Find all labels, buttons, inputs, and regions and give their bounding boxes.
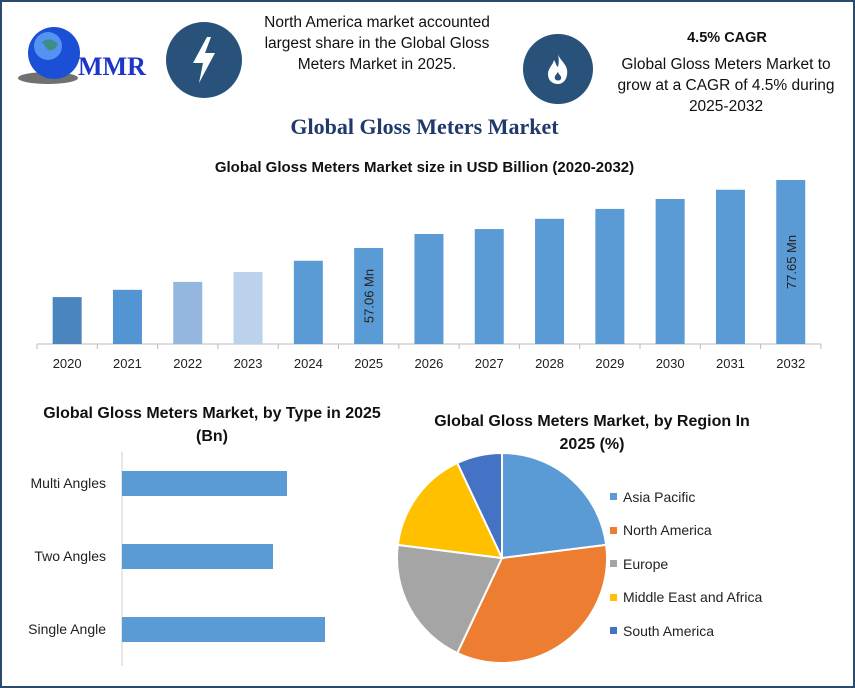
globe-logo-icon [18,27,80,84]
x-tick-label-2029: 2029 [595,356,624,371]
x-tick-label-2024: 2024 [294,356,323,371]
bar-2023 [233,271,263,344]
x-tick-label-2022: 2022 [173,356,202,371]
x-tick-label-2025: 2025 [354,356,383,371]
x-tick-label-2026: 2026 [414,356,443,371]
category-label: Two Angles [34,548,106,564]
bar-2029 [595,208,625,344]
region-pie-chart [396,451,608,664]
x-tick-label-2020: 2020 [53,356,82,371]
slice-middle-east-and-africa [396,461,504,560]
bar-two-angles [122,544,273,569]
legend-item: Middle East and Africa [610,581,762,615]
cagr-text: Global Gloss Meters Market to grow at a … [617,56,835,115]
bar-2027 [474,229,504,344]
x-tick-label-2031: 2031 [716,356,745,371]
legend-label: Europe [623,555,669,572]
category-label: Multi Angles [31,475,106,491]
legend-item: North America [610,514,762,548]
bar-2026 [414,234,444,344]
bar-chart-title: Global Gloss Meters Market size in USD B… [214,159,635,176]
legend-swatch [610,526,617,534]
pie-chart-title: Global Gloss Meters Market, by Region In… [434,413,750,453]
pie-legend: Asia Pacific North America Europe Middle Ea… [610,480,762,648]
lightning-icon [166,22,242,98]
legend-label: Middle East and Africa [623,589,763,606]
bar-2022 [173,281,203,344]
logo-text: MMR [78,52,146,81]
legend-swatch [610,493,617,501]
type-bar-chart: Multi Angles Two Angles Single Angle [28,452,325,666]
legend-item: South America [610,614,762,648]
category-label: Single Angle [28,621,106,637]
x-tick-label-2030: 2030 [656,356,685,371]
bar-2021 [112,289,142,344]
legend-item: Asia Pacific [610,480,762,514]
data-label-2032: 77.65 Mn [784,235,799,289]
x-tick-label-2027: 2027 [475,356,504,371]
legend-swatch [610,627,617,635]
slice-europe [396,543,504,655]
bar-2031 [715,189,745,344]
market-size-bar-chart: 2020 2021 2022 2023 2024 2025 57.06 Mn 2026 2027… [36,180,822,371]
bar-2020 [52,297,82,344]
legend-label: Asia Pacific [623,488,696,505]
bar-single-angle [122,617,325,642]
data-label-2025: 57.06 Mn [362,269,377,323]
cagr-title: 4.5% CAGR [687,30,767,46]
bar-2024 [293,260,323,344]
x-tick-label-2032: 2032 [776,356,805,371]
flame-icon [523,34,593,104]
highlight-north-america: North America market accounted largest s… [264,14,490,73]
slice-south-america [455,451,503,559]
x-tick-label-2028: 2028 [535,356,564,371]
legend-label: South America [623,622,715,639]
main-title: Global Gloss Meters Market [290,114,559,139]
bar-multi-angles [122,471,287,496]
bar-2030 [655,198,685,344]
bar-2025 [354,248,384,344]
bar-2032 [776,180,806,344]
legend-swatch [610,560,617,568]
legend-item: Europe [610,547,762,581]
type-chart-title: Global Gloss Meters Market, by Type in 2… [43,405,381,445]
legend-label: North America [623,522,712,539]
slice-asia-pacific [501,451,608,560]
x-tick-label-2023: 2023 [234,356,263,371]
legend-swatch [610,593,617,601]
bar-2028 [535,218,565,344]
x-tick-label-2021: 2021 [113,356,142,371]
